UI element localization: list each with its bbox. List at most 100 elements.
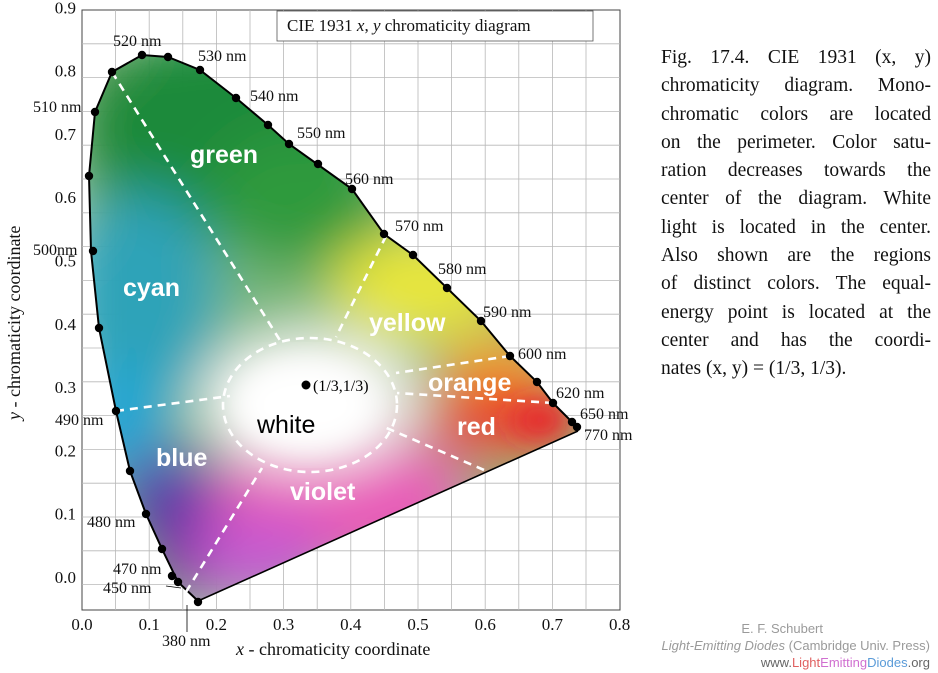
locus-dot — [107, 67, 117, 77]
locus-dot — [476, 316, 486, 326]
locus-dot — [157, 544, 167, 554]
caption-line: center and has the coordi- — [661, 329, 931, 351]
yellow-orange-boundary — [395, 354, 511, 375]
x-tick-label: 0.7 — [542, 615, 564, 634]
wavelength-label: 650 nm — [580, 406, 629, 423]
locus-dot — [84, 171, 94, 181]
x-tick-label: 0.3 — [273, 615, 294, 634]
violet-blue-boundary — [184, 467, 264, 593]
wavelength-label: 520 nm — [113, 33, 162, 50]
caption-line: nates (x, y) = (1/3, 1/3). — [661, 358, 847, 380]
x-tick-label: 0.6 — [475, 615, 496, 634]
locus-dot — [167, 571, 177, 581]
locus-dot — [231, 93, 241, 103]
locus-dot — [347, 184, 357, 194]
caption-line: of distinct colors. The equal- — [661, 273, 931, 295]
locus-dot — [284, 139, 294, 149]
wavelength-label: 770 nm — [584, 427, 633, 444]
caption-line: chromaticity diagram. Mono- — [661, 75, 931, 97]
y-tick-label: 0.7 — [55, 125, 77, 144]
locus-dot — [193, 597, 203, 607]
x-tick-label: 0.5 — [407, 615, 428, 634]
credit-url-post: .org — [907, 655, 930, 670]
wavelength-label: 590 nm — [483, 304, 532, 321]
figure-caption: Fig. 17.4. CIE 1931 (x, y) chromaticity … — [661, 44, 931, 384]
locus-dot — [163, 52, 173, 62]
wavelength-label: 450 nm — [103, 580, 152, 597]
caption-line: Also shown are the regions — [661, 245, 931, 267]
locus-dot — [125, 466, 135, 476]
wavelength-label: 480 nm — [87, 514, 136, 531]
y-tick-label: 0.4 — [55, 315, 77, 334]
wavelength-label: 380 nm — [162, 633, 211, 650]
caption-line: on the perimeter. Color satu- — [661, 131, 931, 153]
locus-dot — [173, 577, 183, 587]
locus-dot — [137, 50, 147, 60]
credit-publisher: (Cambridge Univ. Press) — [785, 638, 930, 653]
y-tick-label: 0.2 — [55, 441, 76, 460]
region-label-orange: orange — [428, 369, 511, 397]
wavelength-label: 500nm — [33, 242, 78, 259]
equal-energy-label: (1/3,1/3) — [313, 378, 369, 395]
credit-url-light: Light — [791, 655, 821, 670]
wavelength-label: 600 nm — [518, 346, 567, 363]
locus-dot — [572, 422, 582, 432]
region-label-violet: violet — [290, 478, 356, 506]
orange-red-boundary — [396, 391, 554, 405]
credit-url-emitting: Emitting — [820, 655, 868, 670]
locus-dot — [111, 406, 121, 416]
green-yellow-boundary — [334, 235, 388, 338]
locus-dot — [408, 250, 418, 260]
credit-url[interactable]: www.LightEmittingDiodes.org — [600, 655, 930, 670]
region-label-cyan: cyan — [123, 274, 180, 302]
y-axis-label: y - chromaticity coordinate — [4, 226, 24, 422]
caption-line: chromatic colors are located — [661, 103, 931, 125]
caption-line: energy point is located at the — [661, 301, 931, 323]
locus-dot — [548, 398, 558, 408]
locus-dot — [532, 377, 542, 387]
locus-dot — [141, 509, 151, 519]
credit-author: E. F. Schubert — [741, 621, 823, 636]
diagram-title: CIE 1931 x, y chromaticity diagram — [287, 16, 531, 35]
purple-line — [197, 430, 579, 602]
x-tick-label: 0.8 — [609, 615, 630, 634]
locus-dot — [505, 351, 515, 361]
title-box — [276, 10, 594, 42]
wavelength-label: 510 nm — [33, 99, 82, 116]
y-tick-label: 0.9 — [55, 0, 76, 17]
green-cyan-boundary — [110, 71, 283, 343]
wavelength-label: 540 nm — [250, 88, 299, 105]
y-tick-label: 0.3 — [55, 378, 76, 397]
y-tick-label: 0.6 — [55, 188, 76, 207]
leader-450 — [165, 585, 182, 589]
locus-dot — [379, 229, 389, 239]
region-label-white: white — [256, 411, 315, 439]
wavelength-label: 560 nm — [345, 171, 394, 188]
white-region-boundary — [221, 336, 399, 474]
y-tick-label: 0.8 — [55, 62, 76, 81]
wavelength-label: 490 nm — [55, 412, 104, 429]
y-tick-label: 0.5 — [55, 252, 76, 271]
locus-dot — [442, 283, 452, 293]
credit-book-title: Light-Emitting Diodes — [661, 638, 786, 653]
y-tick-label: 0.1 — [55, 505, 76, 524]
x-tick-label: 0.1 — [139, 615, 160, 634]
red-violet-boundary — [381, 424, 485, 472]
wavelength-label: 570 nm — [395, 218, 444, 235]
wavelength-dots — [84, 50, 582, 607]
cyan-blue-boundary — [115, 394, 231, 413]
wavelength-label: 580 nm — [438, 261, 487, 278]
locus-dot — [195, 65, 205, 75]
credit-url-pre: www. — [760, 655, 792, 670]
locus-dot — [94, 323, 104, 333]
caption-line: light is located in the center. — [661, 216, 931, 238]
region-label-blue: blue — [156, 444, 207, 472]
credit-url-diodes: Diodes — [867, 655, 908, 670]
region-boundaries — [110, 71, 554, 593]
y-tick-label: 0.0 — [55, 568, 76, 587]
locus-dot — [313, 159, 323, 169]
equal-energy-point — [301, 380, 311, 390]
wavelength-label: 470 nm — [113, 561, 162, 578]
x-axis-label: x - chromaticity coordinate — [235, 639, 430, 659]
region-label-green: green — [190, 141, 258, 169]
